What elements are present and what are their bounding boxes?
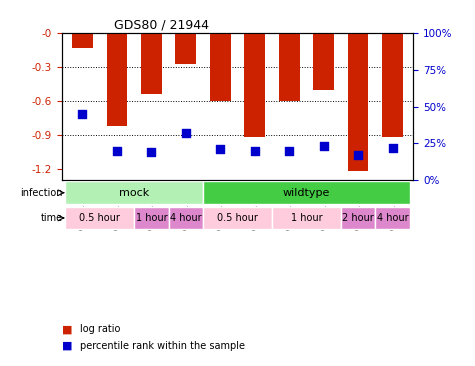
Text: log ratio: log ratio	[80, 324, 120, 335]
Bar	[341, 207, 375, 229]
Bar	[134, 207, 169, 229]
Text: 2 hour: 2 hour	[342, 213, 374, 223]
Bar	[175, 33, 196, 64]
Bar	[210, 33, 230, 101]
Point	[251, 148, 258, 154]
Point	[182, 130, 190, 136]
Text: GDS80 / 21944: GDS80 / 21944	[114, 19, 209, 32]
Text: time: time	[40, 213, 62, 223]
Bar	[314, 33, 334, 90]
Point	[389, 145, 396, 151]
Bar	[65, 182, 203, 204]
Point	[285, 148, 293, 154]
Bar	[141, 33, 162, 94]
Text: mock: mock	[119, 188, 149, 198]
Point	[113, 148, 121, 154]
Bar	[348, 33, 369, 171]
Bar	[382, 33, 403, 137]
Bar	[106, 33, 127, 126]
Text: wildtype: wildtype	[283, 188, 330, 198]
Bar	[203, 207, 272, 229]
Bar	[203, 182, 410, 204]
Bar	[375, 207, 410, 229]
Point	[148, 149, 155, 155]
Point	[354, 152, 362, 158]
Point	[79, 111, 86, 117]
Text: percentile rank within the sample: percentile rank within the sample	[80, 341, 245, 351]
Point	[320, 143, 327, 149]
Text: 4 hour: 4 hour	[170, 213, 201, 223]
Point	[217, 146, 224, 152]
Bar	[65, 207, 134, 229]
Text: 0.5 hour: 0.5 hour	[217, 213, 258, 223]
Bar	[245, 33, 265, 137]
Text: 1 hour: 1 hour	[135, 213, 167, 223]
Text: ■: ■	[62, 324, 72, 335]
Bar	[272, 207, 341, 229]
Text: 4 hour: 4 hour	[377, 213, 408, 223]
Bar	[279, 33, 300, 101]
Text: 1 hour: 1 hour	[291, 213, 322, 223]
Bar	[169, 207, 203, 229]
Text: ■: ■	[62, 341, 72, 351]
Text: infection: infection	[20, 188, 62, 198]
Bar	[72, 33, 93, 48]
Text: 0.5 hour: 0.5 hour	[79, 213, 120, 223]
